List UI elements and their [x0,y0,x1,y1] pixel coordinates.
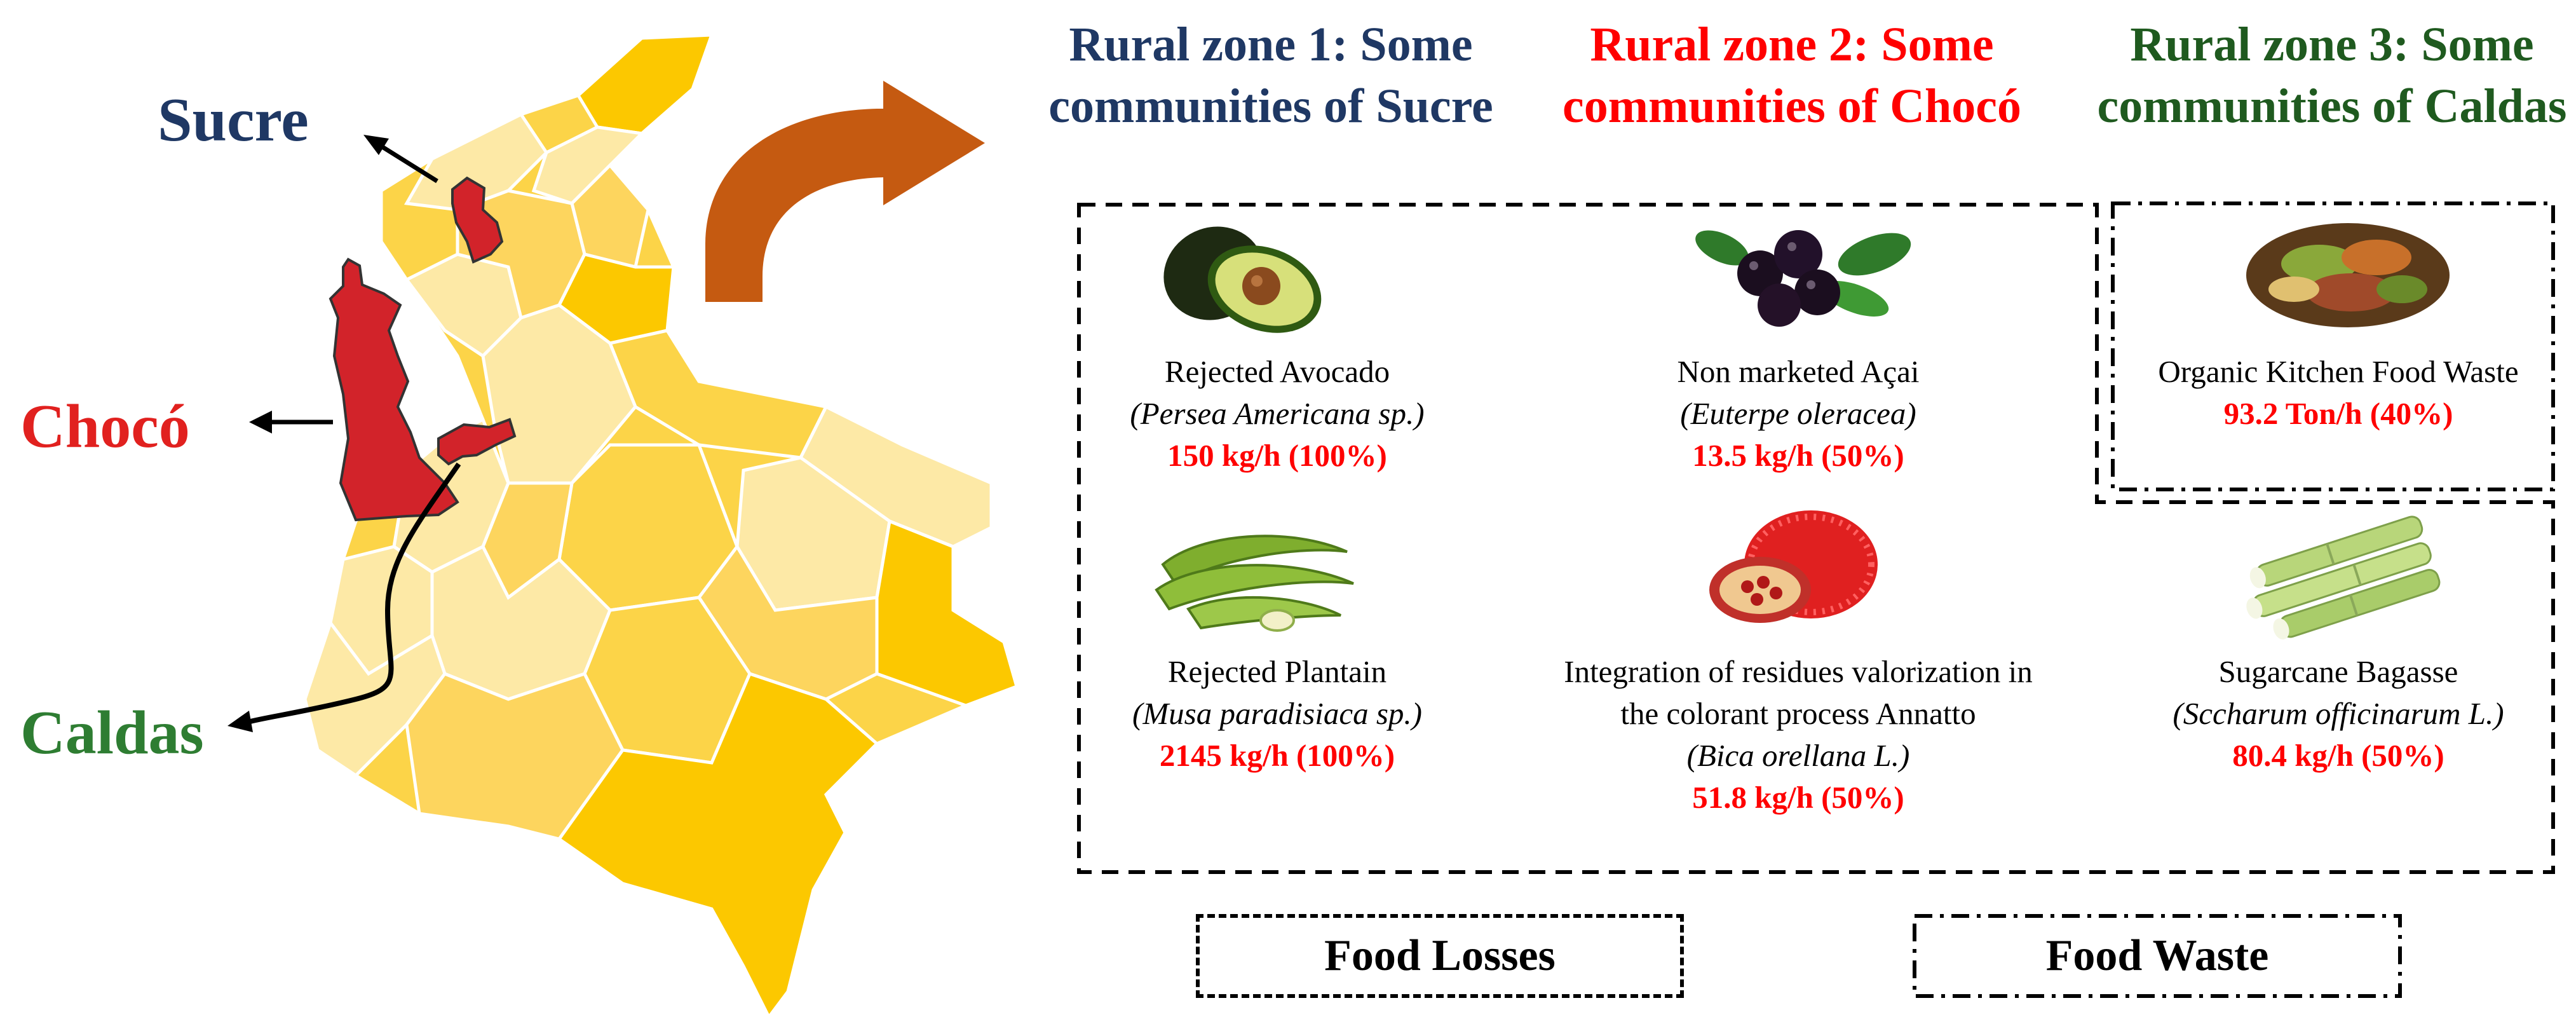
item-amount: 2145 kg/h (100%) [1159,738,1395,773]
item-name: Rejected Avocado [1164,354,1390,389]
item-scientific-name: (Persea Americana sp.) [1130,396,1425,431]
item-acai: Non marketed Açai (Euterpe oleracea) 13.… [1595,351,2002,477]
food-waste-icon [2243,219,2453,331]
item-scientific-name: (Musa paradisiaca sp.) [1132,696,1422,731]
map-label-sucre: Sucre [158,86,309,154]
colombia-map [0,0,1042,1024]
zone-title-1: Rural zone 1: Some communities of Sucre [1048,18,1493,133]
item-name: Non marketed Açai [1677,354,1920,389]
item-amount: 93.2 Ton/h (40%) [2223,396,2453,431]
item-name: Sugarcane Bagasse [2218,654,2458,689]
item-annatto: Integration of residues valorization in … [1550,651,2046,819]
legend-food-losses: Food Losses [1196,914,1684,998]
item-kitchen-waste: Organic Kitchen Food Waste 93.2 Ton/h (4… [2122,351,2554,435]
curved-arrow-icon [699,35,998,308]
item-amount: 150 kg/h (100%) [1167,438,1387,473]
legend-food-waste: Food Waste [1913,914,2402,998]
item-scientific-name: (Bica orellana L.) [1686,738,1910,773]
item-scientific-name: (Euterpe oleracea) [1680,396,1916,431]
plantain-icon [1150,514,1360,634]
zone-title-2: Rural zone 2: Some communities of Chocó [1563,18,2021,133]
item-amount: 80.4 kg/h (50%) [2232,738,2444,773]
annatto-icon [1703,507,1887,634]
acai-icon [1684,210,1919,331]
item-amount: 51.8 kg/h (50%) [1692,780,1904,815]
sucre-region [451,176,504,264]
avocado-icon [1156,216,1328,337]
item-sugarcane-bagasse: Sugarcane Bagasse (Sccharum officinarum … [2122,651,2554,777]
item-name: Rejected Plantain [1167,654,1387,689]
sugarcane-icon [2243,514,2453,641]
legend-food-waste-label: Food Waste [2045,931,2269,980]
legend-food-losses-label: Food Losses [1324,931,1556,980]
item-scientific-name: (Sccharum officinarum L.) [2173,696,2504,731]
map-label-choco: Chocó [20,392,190,461]
item-rejected-avocado: Rejected Avocado (Persea Americana sp.) … [1074,351,1481,477]
zone-title-3: Rural zone 3: Some communities of Caldas [2097,18,2567,133]
item-name: Integration of residues valorization in … [1564,654,2033,731]
caldas-region [437,418,517,466]
item-name: Organic Kitchen Food Waste [2158,354,2519,389]
legend-food-waste-frame [1913,914,2402,998]
map-label-caldas: Caldas [20,699,204,767]
item-rejected-plantain: Rejected Plantain (Musa paradisiaca sp.)… [1074,651,1481,777]
item-amount: 13.5 kg/h (50%) [1692,438,1904,473]
